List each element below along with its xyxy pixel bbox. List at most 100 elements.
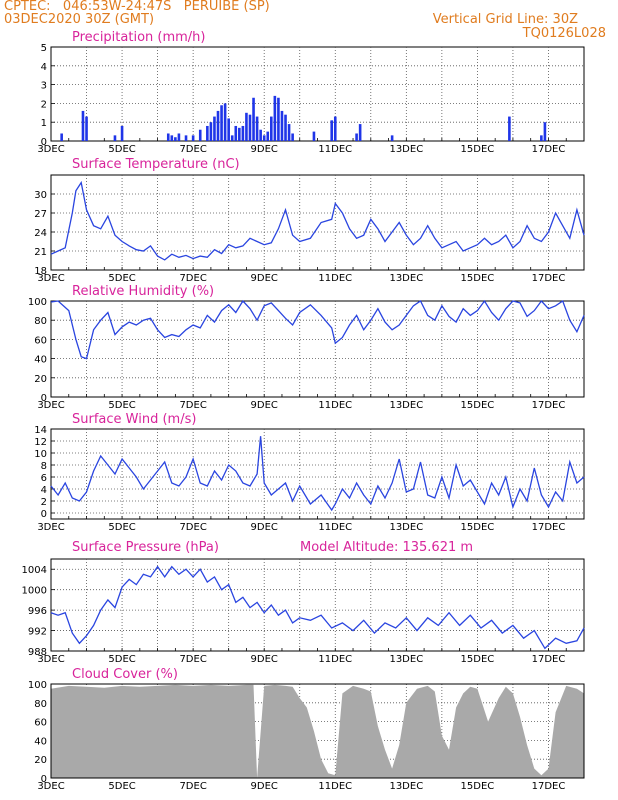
precip-bar — [113, 135, 117, 141]
precip-bar — [170, 135, 174, 141]
precip-bar — [220, 105, 223, 141]
plot-frame — [50, 558, 585, 652]
x-tick-label: 15DEC — [461, 273, 495, 284]
x-tick-label: 11DEC — [318, 781, 352, 792]
panel-title: Surface Wind (m/s) — [72, 412, 196, 427]
x-tick-label: 11DEC — [318, 273, 352, 284]
x-tick-label: 7DEC — [179, 144, 206, 155]
y-tick-label: 40 — [34, 736, 47, 747]
cloud-area — [51, 684, 584, 778]
series-line — [50, 565, 585, 650]
x-tick-label: 11DEC — [318, 654, 352, 665]
precip-bar — [120, 125, 124, 141]
precip-bar — [330, 120, 334, 141]
y-tick-label: 4 — [41, 485, 47, 496]
y-tick-label: 27 — [34, 209, 47, 220]
y-tick-label: 20 — [34, 374, 47, 385]
precip-bar — [358, 124, 362, 141]
precip-bar — [198, 129, 202, 141]
x-tick-label: 11DEC — [318, 144, 352, 155]
x-tick-label: 7DEC — [179, 781, 206, 792]
precip-bar — [206, 125, 209, 141]
plot-frame — [50, 174, 585, 271]
x-tick-label: 15DEC — [461, 522, 495, 533]
precip-bar — [85, 116, 88, 141]
precip-bar — [248, 114, 252, 141]
x-tick-label: 7DEC — [179, 654, 206, 665]
x-tick-label: 17DEC — [532, 400, 566, 411]
series-line — [50, 180, 585, 261]
x-tick-label: 15DEC — [461, 781, 495, 792]
y-tick-label: 20 — [34, 755, 47, 766]
y-tick-label: 1004 — [22, 565, 47, 576]
panel-0: 3DEC 5DEC 7DEC 9DEC 11DEC 13DEC 15DEC 17DEC 0 1 2 3… — [37, 30, 585, 155]
x-tick-label: 9DEC — [251, 400, 278, 411]
precip-bar — [390, 135, 394, 141]
plot-frame — [50, 683, 585, 779]
precip-bar — [291, 133, 294, 141]
plot-frame — [50, 428, 585, 520]
x-tick-label: 17DEC — [532, 654, 566, 665]
precip-bar — [273, 95, 277, 141]
x-tick-label: 17DEC — [532, 144, 566, 155]
precip-bar — [262, 135, 266, 141]
x-tick-label: 9DEC — [251, 144, 278, 155]
precip-bar — [245, 112, 248, 141]
panel-5: 3DEC 5DEC 7DEC 9DEC 11DEC 13DEC 15DEC 17DEC 0 20 4… — [28, 667, 585, 792]
x-tick-label: 15DEC — [461, 144, 495, 155]
x-tick-label: 3DEC — [37, 144, 64, 155]
x-tick-label: 3DEC — [37, 273, 64, 284]
series-line — [50, 299, 585, 360]
y-tick-label: 60 — [34, 335, 47, 346]
x-tick-label: 9DEC — [251, 522, 278, 533]
precip-bar — [355, 133, 358, 141]
precip-bar — [227, 118, 230, 141]
y-tick-label: 60 — [34, 718, 47, 729]
series-line — [50, 436, 585, 512]
x-tick-label: 13DEC — [389, 273, 423, 284]
x-tick-label: 9DEC — [251, 654, 278, 665]
y-tick-label: 1000 — [22, 586, 47, 597]
y-tick-label: 12 — [34, 437, 47, 448]
x-tick-label: 3DEC — [37, 522, 64, 533]
plot-frame — [50, 300, 585, 398]
x-tick-label: 15DEC — [461, 400, 495, 411]
panel-4: 3DEC 5DEC 7DEC 9DEC 11DEC 13DEC 15DEC 17DEC 988 9… — [22, 540, 585, 665]
precip-bar — [216, 110, 220, 141]
x-tick-label: 17DEC — [532, 522, 566, 533]
precip-bar — [270, 116, 273, 141]
precip-bar — [60, 133, 63, 141]
panel-title: Relative Humidity (%) — [72, 284, 214, 299]
x-tick-label: 17DEC — [532, 781, 566, 792]
precip-bar — [543, 122, 547, 141]
header-grid-line: Vertical Grid Line: 30Z — [432, 12, 578, 27]
y-tick-label: 988 — [28, 647, 47, 658]
x-tick-label: 13DEC — [389, 654, 423, 665]
precip-bar — [174, 137, 177, 141]
precip-bar — [333, 116, 337, 141]
x-tick-label: 9DEC — [251, 781, 278, 792]
x-tick-label: 17DEC — [532, 273, 566, 284]
y-tick-label: 24 — [34, 228, 47, 239]
y-tick-label: 0 — [41, 509, 47, 520]
y-tick-label: 0 — [41, 774, 47, 785]
precip-bar — [266, 131, 270, 141]
precip-bar — [177, 133, 181, 141]
precip-bar — [287, 124, 291, 141]
y-tick-label: 100 — [28, 297, 47, 308]
x-tick-label: 5DEC — [108, 522, 135, 533]
x-tick-label: 5DEC — [108, 273, 135, 284]
x-tick-label: 11DEC — [318, 522, 352, 533]
x-tick-label: 5DEC — [108, 400, 135, 411]
x-tick-label: 7DEC — [179, 400, 206, 411]
y-tick-label: 80 — [34, 316, 47, 327]
y-tick-label: 40 — [34, 355, 47, 366]
y-tick-label: 10 — [34, 449, 47, 460]
precip-bar — [540, 135, 543, 141]
y-tick-label: 8 — [41, 461, 47, 472]
header-location: CPTEC: 046:53W-24:47S PERUIBE (SP) — [4, 0, 270, 14]
y-tick-label: 14 — [34, 425, 47, 436]
y-tick-label: 3 — [41, 81, 47, 92]
precip-bar — [223, 103, 227, 141]
precip-bar — [230, 135, 234, 141]
